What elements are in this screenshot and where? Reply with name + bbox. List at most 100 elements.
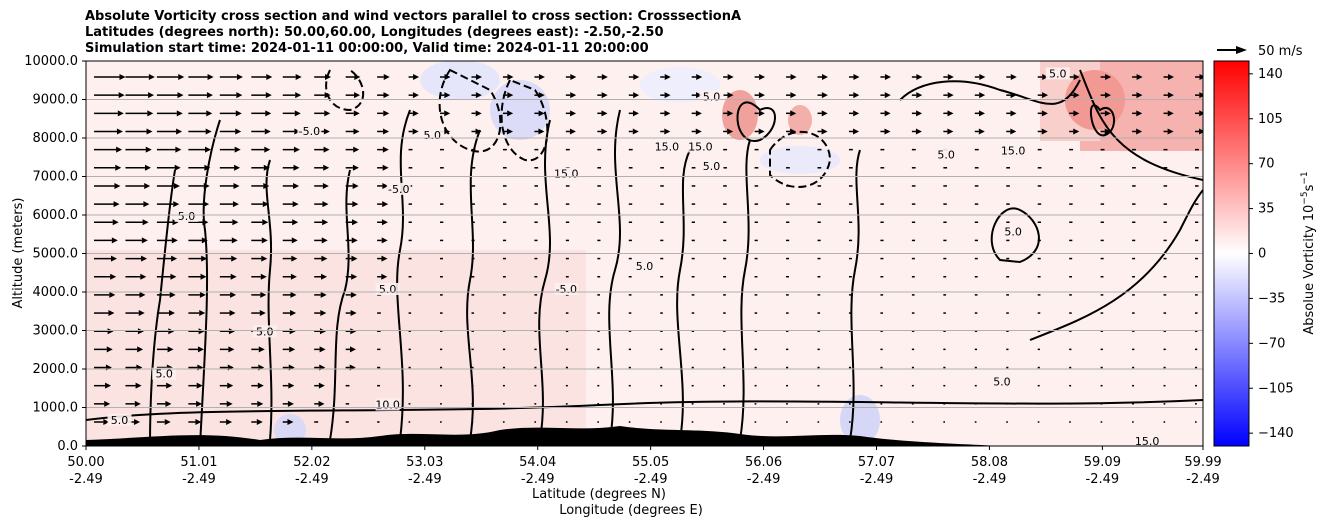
wind-vector — [282, 419, 294, 425]
contour-line — [736, 101, 776, 142]
wind-vector — [911, 74, 923, 80]
wind-vector — [345, 110, 360, 117]
colorbar-label-unit: s — [1302, 184, 1317, 191]
colorbar-tick-label: 140 — [1258, 67, 1283, 82]
wind-vector — [440, 92, 451, 99]
wind-vector — [219, 400, 233, 407]
wind-vector — [282, 273, 297, 280]
wind-vector — [534, 110, 545, 117]
wind-vector — [974, 74, 986, 80]
contour-line — [329, 169, 351, 441]
wind-vector — [786, 74, 797, 80]
contour-line — [849, 149, 861, 441]
wind-vector — [345, 328, 357, 335]
wind-vector — [251, 400, 264, 407]
wind-vector — [471, 110, 482, 117]
wind-vector — [251, 237, 268, 244]
wind-vector — [848, 74, 860, 80]
wind-vector — [94, 164, 122, 171]
wind-vector — [94, 400, 111, 407]
wind-vector — [408, 110, 419, 117]
field-patch — [420, 61, 500, 100]
wind-vector — [880, 128, 891, 135]
x-tick-label-lat: 57.07 — [858, 455, 895, 470]
wind-vector — [282, 237, 298, 244]
wind-vector — [911, 128, 922, 135]
wind-vector — [188, 255, 208, 262]
wind-vector — [377, 273, 388, 280]
wind-vector — [219, 419, 233, 425]
wind-vector — [219, 346, 235, 353]
x-tick-label-lat: 53.03 — [406, 455, 443, 470]
wind-vector — [188, 273, 207, 280]
wind-vector — [188, 201, 210, 208]
wind-vector — [345, 237, 358, 244]
contour-label: -5.0 — [299, 125, 320, 138]
wind-vector — [345, 74, 361, 80]
colorbar-tick-label: −105 — [1258, 381, 1294, 396]
contour-label: 15.0 — [688, 141, 713, 154]
wind-vector — [219, 328, 235, 335]
wind-vector — [188, 182, 210, 189]
contour-label-bg — [1001, 144, 1026, 157]
colorbar-label-unit-exp: −1 — [1300, 171, 1310, 184]
contour-label-bg — [152, 367, 177, 380]
wind-vector — [251, 92, 272, 99]
y-tick-label: 8000.0 — [33, 131, 79, 146]
wind-vector — [754, 110, 765, 117]
wind-vector — [471, 92, 482, 99]
wind-vector — [691, 92, 703, 99]
wind-vector — [377, 74, 390, 80]
wind-vector — [660, 92, 671, 99]
wind-vector — [1132, 74, 1143, 80]
wind-vector — [282, 310, 297, 317]
wind-vector — [471, 128, 482, 135]
wind-vector — [94, 310, 115, 317]
wind-vector — [471, 74, 482, 80]
wind-vector — [1163, 92, 1174, 99]
contour-label: 5.0 — [993, 375, 1011, 388]
wind-vector — [94, 110, 124, 117]
wind-vector — [188, 92, 213, 99]
x-tick-label-lat: 50.00 — [67, 455, 104, 470]
contour-line — [990, 207, 1040, 264]
contour-line — [500, 78, 549, 162]
contour-line — [899, 79, 1081, 105]
wind-vector — [219, 237, 238, 244]
x-tick-label-lon: -2.49 — [182, 472, 216, 487]
contour-label: 15.0 — [1001, 144, 1026, 157]
wind-vector — [440, 110, 451, 117]
wind-vector — [282, 164, 300, 171]
wind-vector — [219, 273, 237, 280]
contour-label: 5.0 — [703, 160, 721, 173]
wind-vector — [911, 110, 923, 117]
wind-vector — [1069, 110, 1080, 117]
wind-vector — [502, 74, 514, 80]
contour-label-bg — [1135, 435, 1160, 446]
x-tick-label-lon: -2.49 — [747, 472, 781, 487]
wind-vector — [1132, 128, 1143, 135]
wind-vector — [314, 237, 328, 244]
wind-vector — [817, 92, 828, 99]
wind-vector — [848, 92, 860, 99]
wind-vector — [94, 201, 120, 208]
wind-vector — [282, 219, 299, 226]
wind-vector — [314, 201, 329, 208]
wind-vector — [125, 219, 149, 226]
wind-vector — [345, 146, 360, 153]
contour-line — [739, 139, 751, 441]
colorbar-gradient — [1213, 60, 1250, 447]
wind-vector — [377, 255, 388, 262]
wind-vector — [1132, 92, 1143, 99]
wind-vector — [1195, 128, 1203, 135]
x-axis-label-lon: Longitude (degrees E) — [559, 503, 703, 518]
wind-vector — [345, 255, 358, 262]
wind-vector — [188, 74, 214, 80]
y-tick-label: 4000.0 — [33, 285, 79, 300]
wind-vector — [723, 110, 734, 117]
wind-vector — [314, 382, 325, 389]
wind-vector — [94, 92, 125, 99]
wind-vector — [251, 110, 272, 117]
wind-vector — [943, 128, 954, 135]
wind-vector — [156, 201, 180, 208]
